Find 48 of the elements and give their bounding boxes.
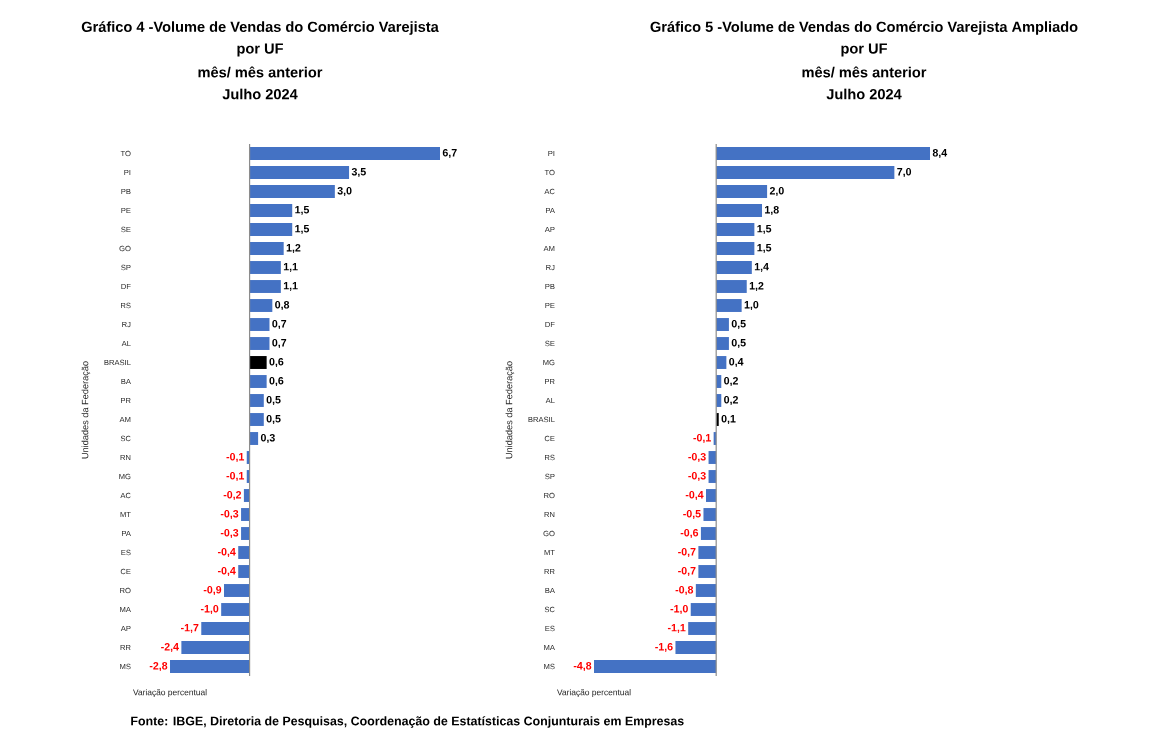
bar xyxy=(249,432,259,445)
bar xyxy=(181,641,250,654)
bar xyxy=(698,565,717,578)
bar xyxy=(716,204,763,217)
bar xyxy=(249,147,441,160)
bar xyxy=(716,261,752,274)
bar xyxy=(249,394,264,407)
bar xyxy=(716,166,895,179)
bar xyxy=(594,660,717,673)
bar xyxy=(170,660,250,673)
bar xyxy=(249,261,281,274)
bar xyxy=(703,508,717,521)
bar xyxy=(716,147,931,160)
bar xyxy=(706,489,717,502)
bar xyxy=(249,299,273,312)
bar xyxy=(716,223,755,236)
bar xyxy=(221,603,250,616)
bar xyxy=(241,508,250,521)
bar xyxy=(708,470,717,483)
bar xyxy=(249,185,335,198)
bar xyxy=(716,299,742,312)
bar xyxy=(716,337,729,350)
bar xyxy=(716,185,768,198)
bar xyxy=(688,622,717,635)
bar xyxy=(249,204,293,217)
bar xyxy=(716,280,747,293)
bar xyxy=(716,318,729,331)
bar xyxy=(249,356,267,369)
bar xyxy=(249,375,267,388)
bar xyxy=(249,166,350,179)
bar xyxy=(241,527,250,540)
bar xyxy=(700,527,717,540)
bar xyxy=(249,413,264,426)
bar xyxy=(708,451,717,464)
bar xyxy=(201,622,250,635)
bar xyxy=(695,584,717,597)
bar xyxy=(249,318,270,331)
bar xyxy=(716,242,755,255)
bar xyxy=(224,584,250,597)
bar xyxy=(249,280,281,293)
bar xyxy=(698,546,717,559)
bar xyxy=(238,546,250,559)
bar xyxy=(675,641,717,654)
bar xyxy=(249,223,293,236)
bar xyxy=(249,337,270,350)
bar xyxy=(238,565,250,578)
bar xyxy=(249,242,284,255)
bar xyxy=(690,603,717,616)
